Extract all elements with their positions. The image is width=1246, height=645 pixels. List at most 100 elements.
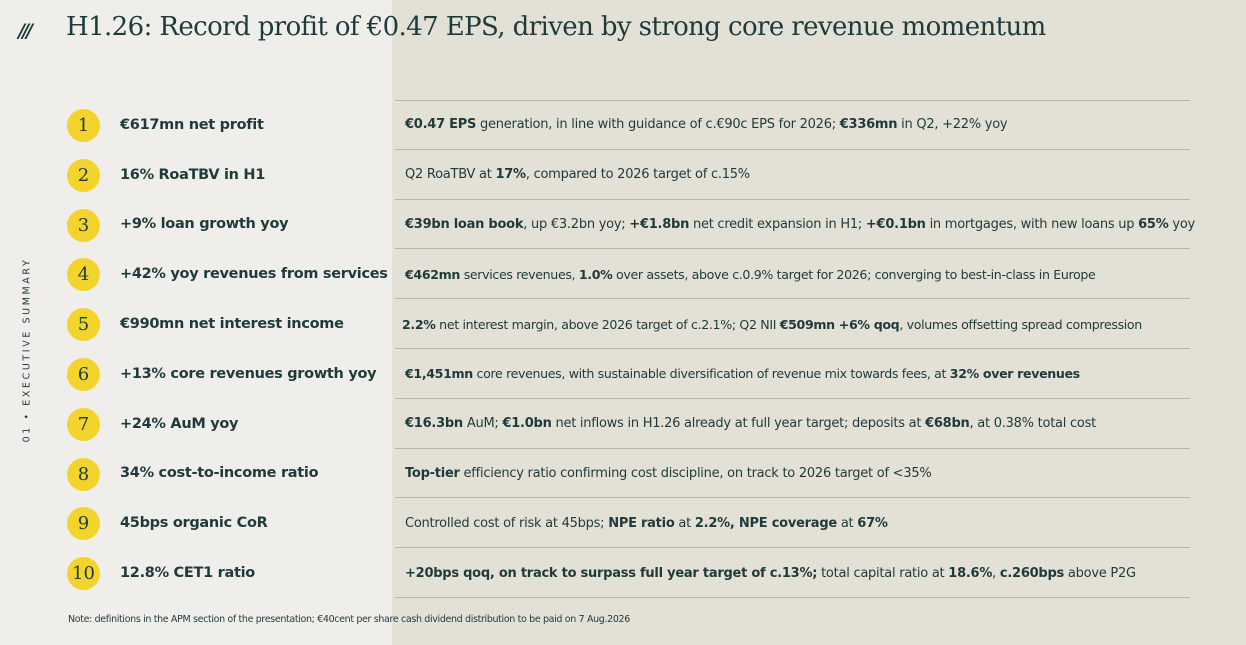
detail-run: , [992, 565, 1000, 581]
item-headline: €990mn net interest income [120, 316, 344, 333]
detail-run: at [674, 515, 695, 531]
detail-text: €39bn loan book, up €3.2bn yoy; +€1.8bn … [405, 217, 1195, 232]
detail-highlight: 67% [857, 515, 888, 531]
item-headline: +24% AuM yoy [120, 415, 239, 432]
summary-item-4: 4 +42% yoy revenues from services €462mn… [0, 249, 1246, 300]
item-detail: €39bn loan book, up €3.2bn yoy; +€1.8bn … [405, 200, 1195, 250]
detail-highlight: 18.6% [948, 565, 993, 581]
detail-highlight: €39bn loan book [405, 216, 524, 232]
item-detail: €1,451mn core revenues, with sustainable… [405, 349, 1080, 399]
item-headline: 16% RoaTBV in H1 [120, 166, 266, 183]
detail-run: , compared to 2026 target of c.15% [525, 167, 750, 183]
detail-highlight: 2.2%, NPE coverage [694, 515, 837, 531]
page-title: H1.26: Record profit of €0.47 EPS, drive… [66, 12, 1046, 42]
item-detail: Top-tier efficiency ratio confirming cos… [405, 449, 932, 499]
divider [395, 447, 1190, 449]
detail-run: services revenues, [460, 266, 579, 282]
detail-text: €1,451mn core revenues, with sustainable… [405, 366, 1080, 381]
item-headline: 45bps organic CoR [120, 515, 268, 532]
divider [395, 347, 1190, 349]
detail-run: Q2 RoaTBV at [405, 167, 496, 183]
detail-highlight: 17% [495, 167, 526, 183]
detail-text: 2.2% net interest margin, above 2026 tar… [402, 317, 1142, 332]
summary-item-9: 9 45bps organic CoR Controlled cost of r… [0, 498, 1246, 549]
summary-item-2: 2 16% RoaTBV in H1 Q2 RoaTBV at 17%, com… [0, 150, 1246, 200]
brand-logo: /// [18, 20, 33, 42]
detail-run: net inflows in H1.26 already at full yea… [551, 416, 926, 432]
divider [395, 298, 1190, 300]
item-detail: +20bps qoq, on track to surpass full yea… [405, 548, 1136, 598]
detail-highlight: €509mn +6% qoq [779, 316, 900, 332]
detail-highlight: 2.2% [402, 316, 436, 332]
item-headline: 34% cost-to-income ratio [120, 465, 319, 482]
summary-item-5: 5 €990mn net interest income 2.2% net in… [0, 299, 1246, 349]
detail-run: Controlled [405, 515, 470, 531]
divider [395, 397, 1190, 399]
item-detail: €0.47 EPS generation, in line with guida… [405, 100, 1008, 150]
summary-item-6: 6 +13% core revenues growth yoy €1,451mn… [0, 349, 1246, 399]
number-badge: 2 [67, 158, 100, 192]
detail-highlight: +€1.8bn [629, 216, 690, 232]
detail-highlight: Top-tier [405, 465, 460, 481]
detail-run: above P2G [1064, 565, 1136, 581]
detail-run: , at 0.38% total cost [969, 416, 1097, 432]
detail-text: €16.3bn AuM; €1.0bn net inflows in H1.26… [405, 416, 1096, 431]
item-headline: +42% yoy revenues from services [120, 266, 388, 283]
detail-highlight: €462mn [405, 266, 461, 282]
right-panel [392, 0, 1246, 645]
number-badge: 6 [67, 357, 100, 391]
detail-text: +20bps qoq, on track to surpass full yea… [405, 566, 1136, 581]
detail-text: Controlled cost of risk at 45bps; NPE ra… [405, 516, 888, 531]
summary-list: 1 €617mn net profit €0.47 EPS generation… [0, 100, 1246, 598]
detail-highlight: c.260bps [999, 565, 1065, 581]
detail-highlight: 1.0% [578, 266, 613, 282]
divider [395, 248, 1190, 250]
detail-highlight: €1.0bn [502, 416, 552, 432]
item-headline: 12.8% CET1 ratio [120, 565, 255, 582]
detail-run: , up €3.2bn yoy; [523, 216, 630, 232]
detail-run: yoy [1168, 216, 1195, 232]
detail-highlight: €336mn [839, 117, 898, 133]
detail-text: €0.47 EPS generation, in line with guida… [405, 117, 1008, 133]
number-badge: 4 [67, 258, 100, 292]
detail-run: AuM; [462, 416, 503, 432]
detail-highlight: +20bps qoq, on track to surpass full yea… [405, 565, 818, 581]
detail-highlight: 32% over revenues [949, 366, 1080, 382]
detail-run: over assets, above c.0.9% target for 202… [612, 266, 1096, 282]
divider [395, 596, 1190, 598]
detail-highlight: NPE ratio [608, 515, 675, 531]
item-detail: Controlled cost of risk at 45bps; NPE ra… [405, 498, 888, 548]
number-badge: 1 [67, 109, 100, 142]
detail-run: in Q2, +22% yoy [897, 117, 1008, 133]
number-badge: 8 [67, 457, 100, 491]
detail-run: total capital ratio at [817, 565, 949, 581]
detail-highlight: €1,451mn [405, 366, 473, 382]
summary-item-10: 10 12.8% CET1 ratio +20bps qoq, on track… [0, 548, 1246, 598]
item-detail: €16.3bn AuM; €1.0bn net inflows in H1.26… [405, 399, 1096, 449]
detail-highlight: +€0.1bn [865, 216, 926, 232]
summary-item-8: 8 34% cost-to-income ratio Top-tier effi… [0, 449, 1246, 499]
detail-highlight: €68bn [925, 416, 970, 432]
detail-run: core revenues, with sustainable diversif… [472, 366, 950, 382]
detail-highlight: €0.47 EPS [405, 117, 477, 133]
item-headline: +9% loan growth yoy [120, 216, 289, 233]
detail-run: cost of risk at 45bps; [469, 515, 609, 531]
item-headline: €617mn net profit [120, 116, 264, 133]
summary-item-7: 7 +24% AuM yoy €16.3bn AuM; €1.0bn net i… [0, 399, 1246, 449]
detail-run: in mortgages, with new loans up [925, 216, 1139, 232]
number-badge: 7 [67, 407, 100, 441]
divider [395, 148, 1190, 150]
divider [395, 497, 1190, 499]
item-detail: Q2 RoaTBV at 17%, compared to 2026 targe… [405, 150, 750, 200]
detail-run: efficiency ratio confirming cost discipl… [459, 465, 932, 481]
item-headline: +13% core revenues growth yoy [120, 365, 377, 382]
divider [395, 100, 1190, 101]
detail-highlight: €16.3bn [405, 416, 463, 432]
detail-highlight: 65% [1138, 216, 1169, 232]
number-badge: 9 [67, 507, 100, 541]
detail-text: Q2 RoaTBV at 17%, compared to 2026 targe… [405, 167, 750, 182]
number-badge: 10 [67, 557, 100, 591]
divider [395, 547, 1190, 549]
detail-run: net credit expansion in H1; [689, 216, 866, 232]
number-badge: 3 [67, 208, 100, 242]
